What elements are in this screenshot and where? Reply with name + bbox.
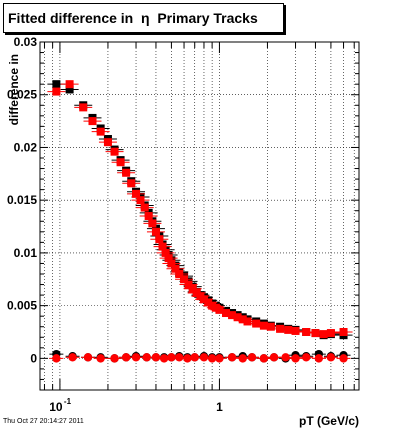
data-point — [171, 264, 180, 273]
data-point — [207, 354, 217, 363]
data-points — [47, 80, 353, 363]
y-tick-label: 0 — [30, 351, 37, 365]
data-point — [167, 353, 176, 362]
data-point — [259, 354, 269, 363]
y-tick-label: 0.01 — [14, 246, 38, 260]
data-point — [199, 295, 208, 304]
data-point — [215, 305, 224, 314]
data-point — [164, 254, 173, 263]
data-point — [83, 353, 93, 362]
data-point — [199, 353, 209, 362]
x-tick-label: 1 — [216, 400, 223, 414]
data-point — [284, 325, 293, 334]
data-point — [144, 212, 153, 220]
data-point — [175, 270, 184, 278]
data-point — [161, 248, 170, 257]
data-point — [281, 353, 290, 362]
y-tick-label: 0.025 — [7, 88, 37, 102]
data-point — [222, 309, 231, 318]
data-point — [65, 85, 74, 94]
data-point — [122, 168, 131, 177]
x-axis-label: pT (GeV/c) — [299, 414, 359, 428]
data-point — [127, 179, 136, 188]
data-point — [110, 147, 119, 156]
data-point — [326, 353, 336, 362]
data-point — [291, 354, 300, 363]
data-point — [159, 354, 169, 363]
data-point — [339, 354, 348, 363]
data-point — [227, 353, 237, 362]
data-point — [158, 242, 167, 251]
axes: 0 0.005 0.01 0.015 0.02 0.025 0.03 10 -1 1 — [7, 35, 359, 414]
data-point — [103, 138, 112, 147]
data-point — [96, 354, 105, 363]
data-point — [52, 354, 61, 363]
data-point — [190, 353, 199, 362]
data-point — [121, 353, 131, 362]
data-point — [238, 354, 247, 363]
data-point — [184, 280, 193, 289]
data-point — [155, 235, 164, 244]
chart-title: Fitted difference in η Primary Tracks — [8, 10, 258, 26]
data-point — [96, 127, 105, 136]
data-point — [142, 353, 151, 362]
data-point — [140, 203, 149, 212]
y-tick-label: 0.03 — [14, 35, 38, 49]
data-point — [319, 330, 328, 339]
data-point — [252, 319, 261, 328]
data-point — [116, 158, 125, 167]
data-point — [151, 353, 161, 362]
data-point — [136, 196, 145, 205]
grid-lines — [40, 41, 359, 390]
y-axis-label: difference in — [7, 54, 21, 125]
data-point — [326, 329, 335, 338]
data-point — [167, 259, 176, 268]
data-point — [238, 315, 247, 324]
data-point — [52, 87, 61, 96]
title-box: Fitted difference in η Primary Tracks — [3, 3, 284, 33]
data-point — [88, 117, 97, 126]
data-point — [79, 103, 88, 112]
plot-frame — [39, 41, 360, 391]
data-point — [183, 354, 192, 363]
data-point — [247, 353, 257, 362]
data-point — [188, 284, 197, 293]
data-point — [233, 313, 242, 322]
data-point — [266, 322, 275, 331]
x-tick-label: 10 — [49, 400, 63, 414]
data-point — [291, 326, 300, 335]
data-point — [228, 311, 237, 320]
y-tick-label: 0.015 — [7, 193, 37, 207]
data-point — [175, 353, 184, 362]
footer-timestamp: Thu Oct 27 20:14:27 2011 — [3, 418, 84, 425]
data-point — [269, 353, 279, 362]
data-point — [68, 353, 77, 362]
data-point — [314, 354, 324, 363]
data-point — [52, 80, 61, 89]
data-point — [302, 353, 311, 362]
data-point — [276, 324, 285, 333]
y-tick-label: 0.005 — [7, 299, 37, 313]
data-point — [151, 227, 160, 236]
data-point — [131, 353, 141, 362]
data-point — [110, 354, 119, 363]
x-tick-label-exponent: -1 — [64, 397, 72, 406]
data-point — [259, 321, 268, 330]
y-tick-label: 0.02 — [14, 140, 38, 154]
data-point — [243, 317, 252, 326]
data-point — [215, 354, 224, 363]
data-point — [148, 219, 157, 228]
data-point — [65, 80, 74, 89]
data-point — [302, 328, 311, 336]
data-point — [132, 189, 141, 198]
data-point — [339, 328, 348, 336]
data-point — [311, 329, 320, 338]
data-point — [180, 275, 189, 284]
